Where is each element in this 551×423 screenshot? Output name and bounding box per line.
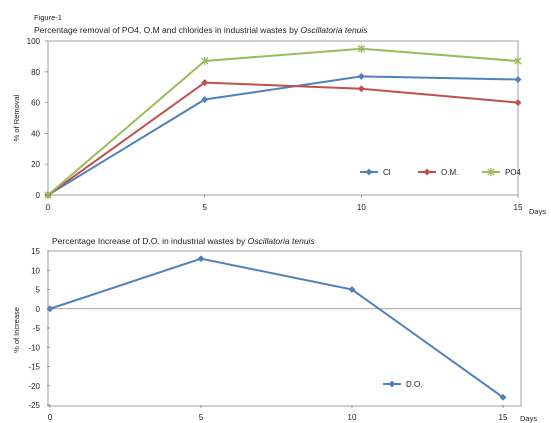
chart2-title: Percentage Increase of D.O. in industria…: [52, 236, 315, 246]
chart1-ytick-label: 80: [31, 68, 40, 77]
chart2-legend-label: D.O.: [406, 380, 422, 389]
chart1-xtick-label: 15: [514, 203, 523, 212]
chart1-xtick-label: 0: [46, 203, 51, 212]
chart1-ytick-label: 100: [27, 37, 41, 46]
chart1-legend-marker: [365, 168, 373, 176]
chart2-xtick-label: 10: [348, 413, 357, 422]
do-increase-chart: Percentage Increase of D.O. in industria…: [12, 236, 537, 423]
chart2-ytick-label: -10: [28, 343, 40, 352]
chart2-ylabel: % of Increase: [12, 307, 21, 353]
removal-chart: Percentage removal of PO4, O.M and chlor…: [12, 25, 546, 216]
chart2-ytick-label: -5: [33, 324, 41, 333]
chart1-series-line-PO4: [47, 47, 519, 196]
chart2-ytick-label: -25: [28, 401, 40, 410]
chart1-ytick-label: 40: [31, 129, 40, 138]
chart2-xtick-label: 0: [48, 413, 53, 422]
chart2-ytick-label: 5: [36, 286, 41, 295]
chart1-point-Cl: [201, 95, 209, 104]
chart2-ytick-label: 10: [31, 266, 40, 275]
figure-label: Figure-1: [34, 13, 62, 22]
chart1-point-O.M.: [357, 85, 365, 93]
chart1-title: Percentage removal of PO4, O.M and chlor…: [34, 25, 368, 35]
chart1-legend-marker: [487, 168, 495, 176]
chart2-point-D.O.: [348, 285, 356, 294]
chart1-series-line-O.M.: [47, 81, 519, 196]
chart2-xlabel: Days: [520, 414, 537, 423]
chart2-plot-frame: [47, 250, 522, 407]
chart1-ytick-label: 0: [36, 191, 41, 200]
chart1-legend-label: PO4: [505, 168, 522, 177]
chart1-plot-frame: [47, 40, 519, 196]
chart1-point-Cl: [514, 75, 522, 84]
chart1-point-PO4: [201, 57, 209, 66]
chart2-xtick-label: 15: [499, 413, 508, 422]
chart2-ytick-label: -20: [28, 382, 40, 391]
chart2-series-line-D.O.: [49, 257, 504, 399]
chart1-point-O.M.: [201, 79, 209, 87]
chart1-xlabel: Days: [529, 207, 546, 216]
chart1-legend-marker: [423, 168, 431, 176]
chart2-ytick-label: -15: [28, 363, 40, 372]
chart1-legend-label: O.M.: [441, 168, 458, 177]
chart2-point-D.O.: [197, 255, 205, 263]
chart1-legend-label: Cl: [383, 168, 391, 177]
chart1-xtick-label: 10: [357, 203, 366, 212]
chart1-xtick-label: 5: [202, 203, 207, 212]
chart2-xtick-label: 5: [199, 413, 204, 422]
chart1-ytick-label: 20: [31, 160, 40, 169]
chart2-ytick-label: 0: [36, 305, 41, 314]
chart2-legend-marker: [388, 380, 396, 388]
chart1-point-O.M.: [514, 99, 522, 107]
chart2-ytick-label: 15: [31, 247, 40, 256]
chart1-point-Cl: [357, 72, 365, 80]
chart1-point-PO4: [514, 57, 522, 66]
chart2-point-D.O.: [46, 305, 54, 313]
chart1-point-PO4: [357, 44, 365, 53]
chart2-point-D.O.: [499, 393, 507, 401]
chart1-point-PO4: [44, 191, 52, 199]
chart1-ytick-label: 60: [31, 99, 40, 108]
chart1-ylabel: % of Removal: [12, 94, 21, 141]
chart1-series-line-Cl: [47, 75, 519, 196]
